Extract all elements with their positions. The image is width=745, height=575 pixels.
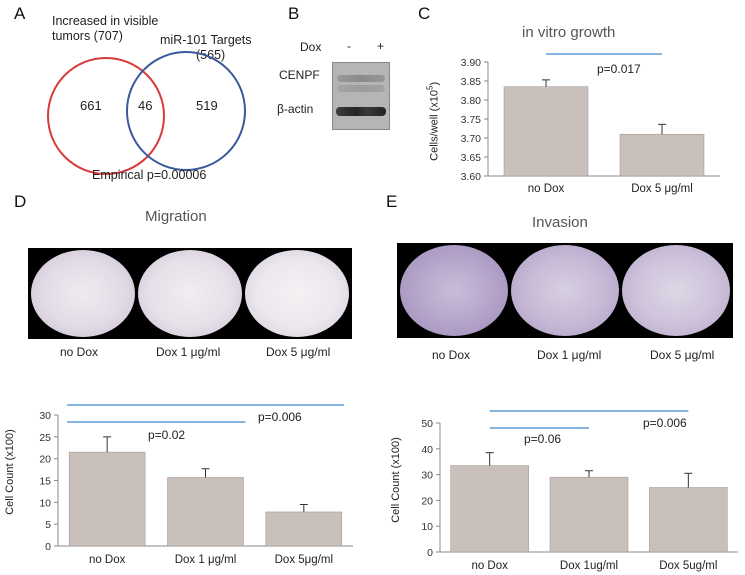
c-ytick-label: 3.60 (461, 171, 482, 183)
d-xtick-label-1: Dox 1 μg/ml (175, 554, 237, 566)
chart-c-ylabel-text: Cells/well (x10 (428, 89, 441, 161)
migration-well-nodox (31, 250, 135, 337)
actin-band (336, 107, 386, 116)
panel-c-letter: C (418, 4, 431, 23)
e-ytick-label: 0 (427, 547, 433, 559)
d-ytick-label: 30 (39, 410, 51, 422)
e-bar-1 (549, 476, 629, 553)
invasion-well-dox1 (511, 245, 619, 336)
chart-c-title: in vitro growth (522, 24, 616, 41)
chart-d-ylabel-wrap: Cell Count (x100) (2, 412, 18, 532)
c-ytick-label: 3.70 (461, 133, 482, 145)
venn-left-label-1: Increased in visible (52, 14, 159, 28)
migration-well-strip (28, 248, 352, 339)
chart-c: 3.60 3.65 3.70 3.75 3.80 3.85 3.90 no Dox Dox 5 … (461, 53, 720, 195)
e-ytick-label: 40 (421, 444, 433, 456)
e-xtick-label-0: no Dox (471, 560, 508, 572)
e-xtick-label-2: Dox 5ug/ml (659, 560, 717, 572)
invasion-well-dox5 (622, 245, 730, 336)
venn-left-label-2: tumors (707) (52, 29, 123, 43)
c-xtick-label-0: no Dox (528, 183, 565, 195)
c-ytick-label: 3.90 (461, 57, 482, 69)
chart-c-ylabel-sup: 5 (425, 85, 435, 90)
blot-row-actin: β-actin (277, 102, 314, 116)
d-ytick-label: 10 (39, 497, 51, 509)
c-ytick-label: 3.65 (461, 152, 482, 164)
venn-diagram (47, 51, 246, 175)
invasion-well-strip (397, 243, 733, 338)
migration-title: Migration (145, 208, 207, 225)
western-blot-image (332, 62, 390, 130)
d-ytick-label: 20 (39, 454, 51, 466)
c-bar-1 (619, 133, 705, 177)
d-bar-1 (167, 477, 244, 547)
d-xtick-label-0: no Dox (89, 554, 126, 566)
d-ytick-label: 15 (39, 476, 51, 488)
blot-lane-plus: + (377, 39, 385, 53)
venn-overlap-count: 46 (138, 98, 153, 113)
e-bar-0 (450, 465, 529, 553)
chart-c-ylabel: Cells/well (x105) (426, 67, 441, 175)
migration-well-dox5 (245, 250, 349, 337)
blot-dox-label: Dox (300, 40, 322, 54)
c-ytick-label: 3.80 (461, 95, 482, 107)
venn-right-circle (126, 51, 246, 171)
migration-well-dox1 (138, 250, 242, 337)
invasion-title: Invasion (532, 214, 588, 231)
migration-caption-dox5: Dox 5 μg/ml (266, 345, 331, 359)
chart-d-pvalue2: p=0.006 (258, 410, 302, 424)
e-ytick-label: 10 (421, 521, 433, 533)
venn-pvalue: Empirical p=0.00006 (92, 168, 207, 182)
chart-e-pvalue2: p=0.006 (643, 416, 687, 430)
c-ytick-label: 3.85 (461, 76, 482, 88)
d-ytick-label: 25 (39, 432, 51, 444)
migration-caption-nodox: no Dox (60, 345, 99, 359)
venn-right-label-2: (565) (196, 48, 226, 62)
migration-caption-dox1: Dox 1 μg/ml (156, 345, 221, 359)
panel-d-letter: D (14, 192, 27, 211)
d-xtick-label-2: Dox 5μg/ml (275, 554, 333, 566)
d-ytick-label: 5 (45, 519, 51, 531)
venn-left-only-count: 661 (80, 98, 102, 113)
e-ytick-label: 50 (421, 418, 433, 430)
chart-c-pvalue: p=0.017 (597, 62, 641, 76)
chart-e: 0 10 20 30 40 50 no Dox Dox 1ug/ml Dox 5ug/ml (421, 410, 738, 572)
panel-a-letter: A (14, 4, 26, 23)
panel-b-letter: B (288, 4, 300, 23)
invasion-caption-dox5: Dox 5 μg/ml (650, 348, 715, 362)
invasion-well-nodox (400, 245, 508, 336)
panel-e-letter: E (386, 192, 398, 211)
c-bar-0 (503, 86, 589, 177)
blot-lane-minus: - (347, 39, 351, 53)
invasion-caption-dox1: Dox 1 μg/ml (537, 348, 602, 362)
e-ytick-label: 30 (421, 470, 433, 482)
venn-left-circle (47, 57, 165, 175)
invasion-caption-nodox: no Dox (432, 348, 471, 362)
chart-d-ylabel: Cell Count (x100) (4, 429, 16, 515)
chart-d-pvalue1: p=0.02 (148, 428, 186, 442)
d-bar-0 (68, 451, 146, 547)
e-bar-2 (649, 487, 728, 553)
chart-c-ylabel-close: ) (428, 81, 441, 86)
chart-e-pvalue1: p=0.06 (524, 432, 562, 446)
venn-right-label-1: miR-101 Targets (160, 33, 252, 47)
cenpf-band-2 (337, 85, 385, 92)
venn-right-only-count: 519 (196, 98, 218, 113)
chart-c-ylabel-wrap: Cells/well (x105) (423, 67, 441, 178)
d-ytick-label: 0 (45, 541, 51, 553)
d-bar-2 (265, 511, 343, 547)
c-ytick-label: 3.75 (461, 114, 482, 126)
cenpf-band (337, 75, 385, 82)
c-xtick-label-1: Dox 5 μg/ml (631, 183, 693, 195)
e-xtick-label-1: Dox 1ug/ml (560, 560, 618, 572)
blot-row-cenpf: CENPF (279, 68, 320, 82)
e-ytick-label: 20 (421, 495, 433, 507)
chart-d: 0 5 10 15 20 25 30 no Dox Dox 1 μg/ml Dox 5μg/ml (39, 404, 353, 566)
